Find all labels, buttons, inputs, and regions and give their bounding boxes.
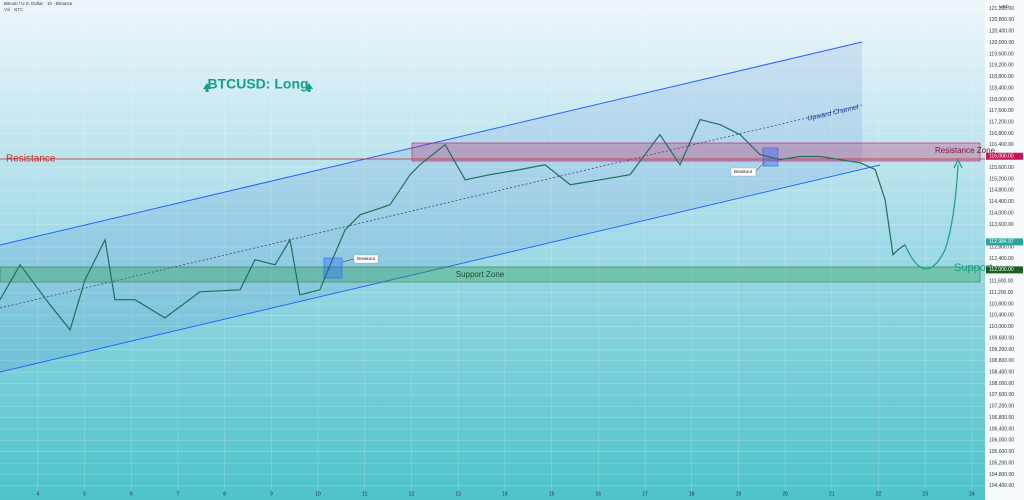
y-tick-label: 116,800.00 <box>989 131 1014 137</box>
y-tick-label: 119,200.00 <box>989 63 1014 69</box>
x-tick-label: 16 <box>596 491 602 497</box>
x-tick-label: 21 <box>829 491 835 497</box>
up-icon <box>203 83 211 92</box>
x-tick-label: 6 <box>130 491 133 497</box>
channel-upper <box>0 41 863 246</box>
y-tick-label: 120,400.00 <box>989 29 1014 35</box>
x-tick-label: 11 <box>362 491 367 497</box>
x-tick-label: 15 <box>549 491 555 497</box>
channel-mid <box>0 104 863 309</box>
y-tick-label: 106,000.00 <box>989 438 1014 444</box>
x-tick-label: 17 <box>642 491 648 497</box>
y-tick-label: 118,800.00 <box>989 74 1014 80</box>
x-tick-label: 10 <box>315 491 321 497</box>
breakout-label: Breakout <box>357 256 376 261</box>
y-tick-label: 112,800.00 <box>989 244 1014 250</box>
y-tick-label: 121,200.00 <box>989 6 1014 12</box>
y-tick-label: 108,800.00 <box>989 358 1014 364</box>
callout-box <box>730 167 757 177</box>
y-tick-label: 113,600.00 <box>989 222 1014 228</box>
x-tick-label: 20 <box>782 491 788 497</box>
y-tick-label: 112,400.00 <box>989 256 1014 262</box>
x-tick-label: 4 <box>36 491 39 497</box>
y-tick-label: 118,000.00 <box>989 97 1014 103</box>
y-tick-label: 110,400.00 <box>989 313 1014 319</box>
y-tick-label: 105,200.00 <box>989 460 1014 466</box>
y-tick-label: 104,400.00 <box>989 483 1014 489</box>
price-tag-label: 112,000.00 <box>989 267 1014 273</box>
support-label: Support <box>954 262 993 274</box>
support-zone <box>0 266 981 283</box>
callout-box <box>353 254 379 264</box>
y-tick-label: 107,600.00 <box>989 392 1014 398</box>
x-tick-label: 7 <box>177 491 180 497</box>
series-layer <box>0 118 906 332</box>
y-tick-label: 120,000.00 <box>989 40 1014 46</box>
price-tag-label: 116,000.00 <box>989 154 1014 160</box>
y-tick-label: 106,800.00 <box>989 415 1014 421</box>
y-tick-label: 111,600.00 <box>989 279 1014 285</box>
channel-fill <box>0 42 862 372</box>
y-tick-label: 107,200.00 <box>989 404 1014 410</box>
price-tag <box>986 266 1023 274</box>
x-tick-label: 19 <box>736 491 742 497</box>
y-tick-label: 105,600.00 <box>989 449 1014 455</box>
price-tag-label: 112,984.97 <box>989 239 1014 245</box>
y-tick-label: 116,400.00 <box>989 142 1014 148</box>
y-tick-label: 119,600.00 <box>989 51 1014 57</box>
projection-arrow <box>904 164 959 270</box>
y-tick-label: 114,800.00 <box>989 188 1014 194</box>
support-zone-label: Support Zone <box>456 270 505 279</box>
header: Bitcoin / U.S. Dollar · 1h · Binance <box>4 1 73 6</box>
y-tick-label: 110,800.00 <box>989 301 1014 307</box>
resistance-label: Resistance <box>6 154 56 165</box>
y-tick-label: 104,800.00 <box>989 472 1014 478</box>
plot-background <box>0 0 985 500</box>
chart-title: BTCUSD: Long <box>207 76 308 92</box>
currency: USD <box>999 4 1009 9</box>
y-tick-label: 118,400.00 <box>989 85 1014 91</box>
x-tick-label: 22 <box>876 491 882 497</box>
resistance-zone <box>411 142 981 162</box>
price-line <box>0 118 906 332</box>
y-tick-label: 114,400.00 <box>989 199 1014 205</box>
y-tick-label: 108,400.00 <box>989 369 1014 375</box>
up-icon <box>305 83 313 92</box>
breakout-box <box>323 257 343 279</box>
y-tick-label: 108,000.00 <box>989 381 1014 387</box>
price-tag <box>986 152 1023 160</box>
y-tick-label: 120,800.00 <box>989 17 1014 23</box>
x-tick-label: 24 <box>969 491 975 497</box>
y-tick-label: 114,000.00 <box>989 210 1014 216</box>
resistance-zone-label: Resistance Zone <box>935 146 996 155</box>
y-tick-label: 111,200.00 <box>989 290 1014 296</box>
x-tick-label: 8 <box>223 491 226 497</box>
y-tick-label: 117,600.00 <box>989 108 1014 114</box>
arrow-head <box>953 158 963 169</box>
y-tick-label: 106,400.00 <box>989 426 1014 432</box>
y-tick-label: 109,600.00 <box>989 335 1014 341</box>
subheader: Vol · BTC <box>4 7 24 12</box>
price-axis-panel <box>985 0 1024 500</box>
x-tick-label: 14 <box>502 491 508 497</box>
x-tick-label: 23 <box>922 491 928 497</box>
channel-lower <box>0 164 881 373</box>
x-tick-label: 12 <box>409 491 415 497</box>
x-tick-label: 18 <box>689 491 695 497</box>
y-tick-label: 117,200.00 <box>989 119 1014 125</box>
callout-line <box>755 161 766 172</box>
y-tick-label: 115,200.00 <box>989 176 1014 182</box>
y-tick-label: 109,200.00 <box>989 347 1014 353</box>
y-tick-label: 115,600.00 <box>989 165 1014 171</box>
callout-line <box>341 258 355 263</box>
x-tick-label: 5 <box>83 491 86 497</box>
y-tick-label: 110,000.00 <box>989 324 1014 330</box>
price-tag <box>986 238 1023 246</box>
x-tick-label: 9 <box>270 491 273 497</box>
breakout-label: Breakout <box>734 169 753 174</box>
x-tick-label: 13 <box>455 491 461 497</box>
